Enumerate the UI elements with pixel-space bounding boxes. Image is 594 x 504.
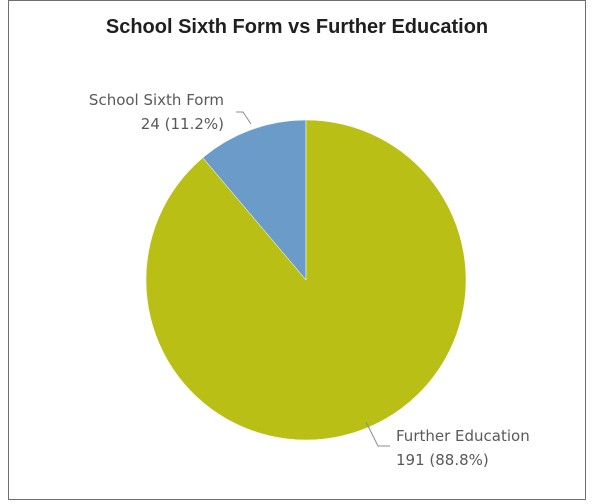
slice-label-further-education: Further Education 191 (88.8%) xyxy=(396,424,530,472)
pie-slice-school-sixth-form xyxy=(202,119,307,281)
pie-slice-further-education xyxy=(145,119,467,441)
chart-title: School Sixth Form vs Further Education xyxy=(105,16,489,38)
leader-line-further-education xyxy=(365,421,390,447)
slice-value-further-education: 191 (88.8%) xyxy=(396,451,489,469)
leader-line-school-sixth-form xyxy=(236,111,252,125)
slice-value-school-sixth-form: 24 (11.2%) xyxy=(140,115,224,133)
slice-label-school-sixth-form: School Sixth Form 24 (11.2%) xyxy=(89,88,224,136)
slice-name-school-sixth-form: School Sixth Form xyxy=(88,91,224,109)
slice-name-further-education: Further Education xyxy=(396,427,530,445)
